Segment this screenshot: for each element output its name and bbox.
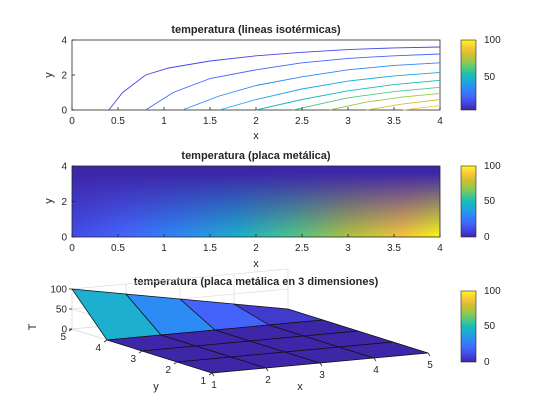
contour-chart: temperatura (lineas isotérmicas) 0 0.5 1 1.… (43, 24, 501, 142)
x-tick-label: 0.5 (111, 243, 125, 254)
surface-x-tick-label: 4 (373, 365, 379, 376)
surface-z-tick-label: 50 (56, 305, 68, 316)
y-tick-label: 4 (61, 162, 67, 173)
surface-chart: temperatura (placa metálica en 3 dimensi… (27, 268, 501, 393)
back-wall-gridline (71, 268, 289, 290)
x-tick-label: 1 (161, 116, 167, 127)
x-tick-label: 2 (253, 243, 259, 254)
surface-y-tick-label: 1 (200, 376, 206, 387)
x-tick-label: 0.5 (111, 116, 125, 127)
x-tick-label: 1.5 (203, 116, 217, 127)
x-tick-label: 4 (437, 243, 443, 254)
x-tick-label: 1 (161, 243, 167, 254)
surface-x-label: x (297, 381, 303, 393)
y-tick-label: 0 (61, 233, 67, 244)
surface-y-tick-mark (208, 372, 213, 376)
surface-z-tick-label: 0 (61, 325, 67, 336)
contour-x-label: x (253, 130, 259, 142)
x-tick-label: 1.5 (203, 243, 217, 254)
surface-x-tick-mark (319, 362, 323, 367)
surface-x-tick-mark (265, 367, 269, 372)
contour-line-90 (403, 105, 441, 111)
surface-x-tick-mark (427, 352, 431, 357)
contour-line-40 (219, 71, 441, 111)
surface-x-tick-label: 3 (319, 370, 325, 381)
x-tick-label: 0 (69, 116, 75, 127)
contour-y-ticks: 0 2 4 (61, 36, 75, 117)
y-tick-label: 2 (61, 197, 67, 208)
surface-patch (338, 341, 429, 359)
surface-x-tick-label: 2 (265, 375, 271, 386)
heatmap-colorbar (460, 165, 477, 238)
surface-y-tick-mark (173, 361, 178, 365)
heatmap-x-ticks: 0 0.5 1 1.5 2 2.5 3 3.5 4 (69, 234, 443, 254)
y-tick-label: 0 (61, 106, 67, 117)
surface-colorbar-tick-0: 0 (484, 357, 490, 368)
surface-z-tick-label: 100 (50, 285, 67, 296)
contour-line-80 (366, 99, 441, 111)
surface-x-tick-label: 5 (427, 360, 433, 371)
x-tick-label: 2.5 (295, 243, 309, 254)
x-tick-label: 3.5 (387, 243, 401, 254)
contour-colorbar (460, 39, 477, 111)
contour-line-30 (182, 62, 441, 111)
surface-x-tick-label: 1 (211, 380, 217, 391)
surface-y-tick-label: 2 (165, 365, 171, 376)
heatmap-colorbar-tick-0: 0 (484, 232, 490, 243)
heatmap-x-label: x (253, 258, 259, 270)
y-tick-label: 4 (61, 36, 67, 47)
contour-colorbar-tick-100: 100 (484, 35, 501, 46)
surface-y-tick-label: 4 (95, 343, 101, 354)
contour-x-ticks: 0 0.5 1 1.5 2 2.5 3 3.5 4 (69, 107, 443, 127)
contour-line-60 (292, 86, 441, 111)
heatmap-y-ticks: 0 2 4 (61, 162, 75, 244)
surface-y-tick-mark (138, 350, 143, 354)
x-tick-label: 2 (253, 116, 259, 127)
heatmap-surface (72, 166, 440, 237)
x-tick-label: 3 (345, 243, 351, 254)
contour-axes-box (71, 39, 441, 111)
y-tick-label: 2 (61, 71, 67, 82)
contour-line-10 (108, 46, 441, 111)
surface-y-tick-mark (103, 339, 108, 343)
contour-line-50 (255, 79, 441, 111)
surface-x-tick-mark (211, 372, 215, 377)
contour-line-70 (329, 92, 441, 111)
heatmap-y-label: y (43, 198, 55, 204)
surface-y-tick-label: 5 (60, 332, 66, 343)
heatmap-title: temperatura (placa metálica) (181, 150, 331, 162)
surface-title: temperatura (placa metálica en 3 dimensi… (134, 276, 379, 288)
surface-y-label: y (153, 381, 159, 393)
heatmap-colorbar-tick-100: 100 (484, 161, 501, 172)
x-tick-label: 2.5 (295, 116, 309, 127)
surface-x-tick-mark (373, 357, 377, 362)
x-tick-label: 3 (345, 116, 351, 127)
contour-lines (108, 46, 441, 111)
contour-line-20 (145, 53, 441, 111)
heatmap-chart: temperatura (placa metálica) 0 0.5 1 1.5 2 2.… (43, 150, 501, 270)
contour-title: temperatura (lineas isotérmicas) (171, 24, 341, 36)
x-tick-label: 0 (69, 243, 75, 254)
heatmap-colorbar-tick-50: 50 (484, 196, 496, 207)
x-tick-label: 4 (437, 116, 443, 127)
surface-y-tick-label: 3 (130, 354, 136, 365)
surface-patches (71, 288, 429, 374)
contour-y-label: y (43, 72, 55, 78)
contour-colorbar-tick-50: 50 (484, 72, 496, 83)
surface-z-label: T (27, 323, 39, 330)
surface-colorbar-tick-50: 50 (484, 321, 496, 332)
x-tick-label: 3.5 (387, 116, 401, 127)
surface-colorbar (460, 290, 477, 363)
surface-colorbar-tick-100: 100 (484, 286, 501, 297)
